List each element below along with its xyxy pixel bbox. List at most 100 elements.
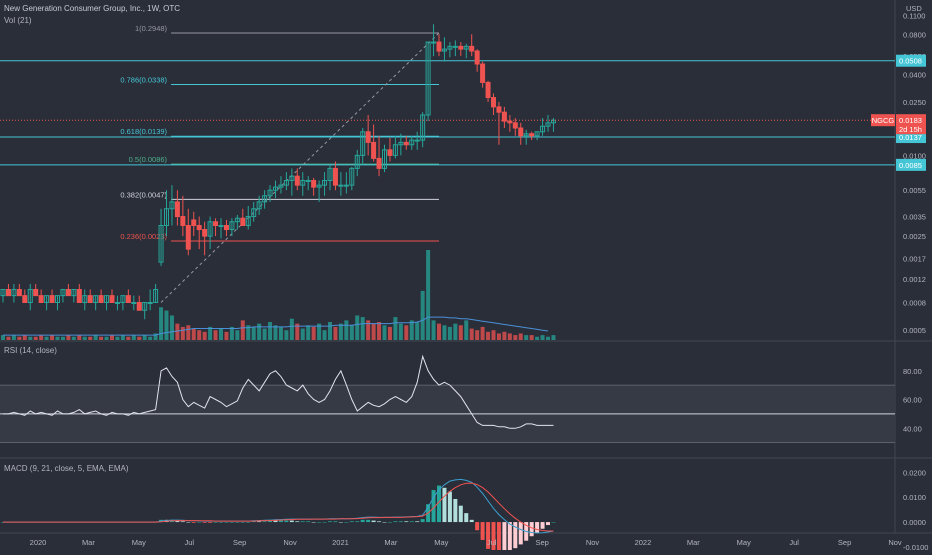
candle-body bbox=[360, 131, 366, 156]
macd-histogram-bar bbox=[257, 521, 262, 523]
macd-histogram-bar bbox=[437, 485, 441, 523]
candle-body bbox=[491, 97, 496, 108]
macd-histogram-bar bbox=[278, 520, 283, 523]
volume-bar bbox=[507, 333, 512, 340]
macd-signal-line bbox=[3, 482, 554, 532]
volume-bar bbox=[322, 330, 327, 340]
volume-bar bbox=[344, 320, 349, 340]
price-tick-label: 0.0800 bbox=[903, 30, 926, 39]
candle-body bbox=[245, 216, 251, 227]
volume-bar bbox=[115, 336, 120, 340]
candle-body bbox=[512, 122, 518, 129]
candle-body bbox=[550, 119, 556, 124]
rsi-legend: RSI (14, close) bbox=[4, 346, 57, 355]
volume-bar bbox=[453, 323, 458, 340]
macd-histogram-bar bbox=[393, 521, 398, 523]
volume-bar bbox=[338, 323, 343, 340]
macd-histogram-bar bbox=[518, 522, 523, 545]
time-tick-label: 2022 bbox=[635, 538, 652, 547]
candle-body bbox=[196, 225, 202, 231]
volume-bar bbox=[17, 336, 22, 340]
macd-histogram-bar bbox=[295, 521, 300, 523]
time-tick-label: Mar bbox=[82, 538, 95, 547]
candle-body bbox=[452, 45, 458, 48]
volume-bar bbox=[22, 335, 27, 340]
macd-histogram-bar bbox=[377, 521, 382, 523]
candle-body bbox=[164, 208, 169, 227]
macd-histogram-bar bbox=[404, 521, 409, 523]
macd-histogram-bar bbox=[240, 522, 245, 523]
macd-histogram-bar bbox=[355, 521, 360, 523]
volume-bar bbox=[229, 326, 234, 340]
candle-body bbox=[376, 157, 382, 169]
macd-histogram-bar bbox=[344, 522, 349, 523]
volume-bar bbox=[131, 335, 136, 340]
volume-bar bbox=[197, 330, 202, 340]
candle-body bbox=[213, 221, 219, 227]
candle-body bbox=[267, 189, 273, 197]
volume-bar bbox=[442, 325, 447, 340]
macd-histogram-bar bbox=[507, 522, 512, 553]
candle-body bbox=[0, 288, 6, 297]
volume-bar bbox=[447, 326, 452, 340]
candle-body bbox=[38, 295, 44, 303]
macd-histogram-bar bbox=[197, 522, 202, 523]
volume-bar bbox=[6, 336, 11, 340]
macd-histogram-bar bbox=[480, 522, 485, 540]
candle-body bbox=[289, 175, 295, 181]
volume-bar bbox=[164, 310, 169, 340]
candle-body bbox=[33, 288, 39, 297]
volume-bar bbox=[251, 326, 256, 340]
candle-body bbox=[365, 131, 371, 143]
candle-body bbox=[104, 295, 110, 303]
candle-body bbox=[447, 45, 453, 50]
candle-body bbox=[387, 149, 393, 156]
volume-bar bbox=[513, 335, 518, 340]
volume-bar bbox=[39, 335, 44, 340]
time-tick-label: May bbox=[434, 538, 448, 547]
macd-histogram-bar bbox=[300, 521, 305, 523]
price-tick-label: 0.0035 bbox=[903, 213, 926, 222]
volume-bar bbox=[371, 323, 376, 340]
candle-body bbox=[202, 229, 208, 237]
candle-body bbox=[523, 133, 529, 137]
volume-bar bbox=[535, 336, 540, 340]
volume-bar bbox=[28, 336, 33, 340]
price-tick-label: 0.0008 bbox=[903, 298, 926, 307]
price-tick-label: 0.0025 bbox=[903, 232, 926, 241]
macd-histogram-bar bbox=[246, 522, 251, 523]
candle-body bbox=[174, 201, 180, 218]
candle-body bbox=[431, 41, 437, 44]
candle-body bbox=[343, 184, 349, 187]
macd-histogram-bar bbox=[546, 522, 550, 526]
candle-body bbox=[420, 114, 426, 141]
macd-histogram-bar bbox=[322, 522, 327, 523]
volume-bar bbox=[360, 317, 365, 340]
volume-bar bbox=[219, 328, 223, 340]
fib-level-label: 0.236(0.0023) bbox=[120, 232, 167, 241]
macd-histogram-bar bbox=[317, 522, 322, 523]
rsi-tick-label: 80.00 bbox=[903, 367, 922, 376]
volume-bar bbox=[77, 335, 82, 340]
fib-level-label: 1(0.2948) bbox=[135, 24, 168, 33]
candle-body bbox=[60, 288, 66, 297]
candle-body bbox=[283, 179, 289, 186]
macd-legend: MACD (9, 21, close, 5, EMA, EMA) bbox=[4, 464, 129, 473]
bar-countdown-label: 2d 15h bbox=[899, 125, 922, 134]
candle-body bbox=[294, 175, 300, 186]
volume-bar bbox=[349, 325, 354, 340]
macd-histogram-bar bbox=[191, 522, 196, 523]
candle-body bbox=[545, 122, 551, 127]
volume-bar bbox=[284, 330, 289, 340]
volume-legend: Vol (21) bbox=[4, 16, 32, 25]
volume-bar bbox=[224, 331, 229, 340]
volume-bar bbox=[137, 336, 142, 340]
volume-bar bbox=[246, 325, 251, 340]
volume-bar bbox=[99, 336, 104, 340]
macd-histogram-bar bbox=[387, 522, 392, 523]
volume-bar bbox=[88, 336, 93, 340]
candle-body bbox=[71, 288, 77, 297]
macd-histogram-bar bbox=[360, 519, 365, 523]
